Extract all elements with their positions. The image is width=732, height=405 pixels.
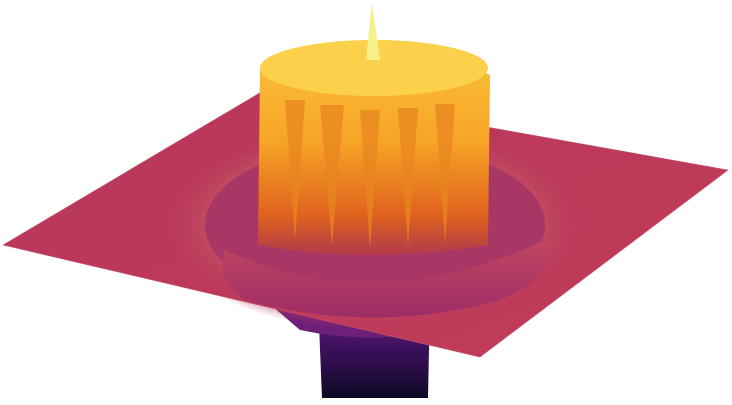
front-ring-lip bbox=[222, 240, 548, 318]
central-spike bbox=[366, 3, 380, 60]
ridge bbox=[398, 108, 418, 246]
ridge bbox=[285, 100, 305, 240]
ridge bbox=[360, 110, 380, 248]
ridge bbox=[320, 105, 344, 245]
ridge bbox=[435, 104, 455, 243]
cylinder-top bbox=[260, 40, 488, 96]
cylinder-ridges bbox=[285, 100, 455, 248]
